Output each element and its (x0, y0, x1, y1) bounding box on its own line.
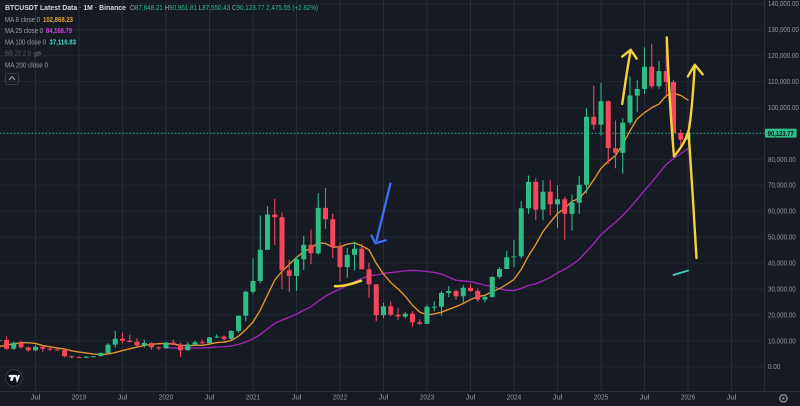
svg-text:O87,648.21 H90,961.81 L87,550.: O87,648.21 H90,961.81 L87,550.43 C90,123… (130, 3, 318, 12)
svg-text:Jul: Jul (205, 395, 215, 402)
svg-text:Jul: Jul (31, 395, 41, 402)
svg-text:2025: 2025 (594, 395, 609, 402)
svg-text:2019: 2019 (72, 395, 87, 402)
svg-text:Jul: Jul (727, 395, 737, 402)
svg-text:Jul: Jul (466, 395, 476, 402)
svg-text:102,868.23: 102,868.23 (43, 15, 73, 24)
svg-text:Jul: Jul (640, 395, 650, 402)
svg-text:84,168.79: 84,168.79 (46, 26, 72, 35)
svg-text:100,000.00: 100,000.00 (768, 105, 799, 112)
svg-text:2026: 2026 (681, 395, 696, 402)
svg-text:120,000.00: 120,000.00 (768, 53, 799, 60)
svg-text:0.00: 0.00 (768, 364, 780, 371)
svg-text:140,000.00: 140,000.00 (768, 1, 799, 8)
svg-text:MA 200 close 0: MA 200 close 0 (5, 61, 48, 70)
svg-text:110,000.00: 110,000.00 (768, 79, 799, 86)
svg-text:2021: 2021 (246, 395, 261, 402)
svg-text:80,000.00: 80,000.00 (768, 157, 796, 164)
svg-text:Jul: Jul (292, 395, 302, 402)
svg-text:10,000.00: 10,000.00 (768, 338, 796, 345)
svg-text:2020: 2020 (159, 395, 174, 402)
svg-text:Jul: Jul (118, 395, 128, 402)
svg-text:MA 100 close 0: MA 100 close 0 (5, 37, 46, 46)
svg-text:MA 8 close 0: MA 8 close 0 (5, 15, 40, 24)
svg-text:BTCUSDT Latest Data · 1M · Bin: BTCUSDT Latest Data · 1M · Binance (5, 3, 126, 12)
svg-text:BB 20 2 0: BB 20 2 0 (5, 49, 31, 58)
svg-text:90,123.77: 90,123.77 (768, 131, 794, 138)
svg-text:40,000.00: 40,000.00 (768, 261, 796, 268)
svg-text:20,000.00: 20,000.00 (768, 312, 796, 319)
svg-text:Jul: Jul (553, 395, 563, 402)
svg-text:2024: 2024 (507, 395, 522, 402)
svg-text:MA 25 close 0: MA 25 close 0 (5, 26, 43, 35)
svg-text:70,000.00: 70,000.00 (768, 183, 796, 190)
svg-text:60,000.00: 60,000.00 (768, 209, 796, 216)
svg-text:2023: 2023 (420, 395, 435, 402)
svg-text:Jul: Jul (379, 395, 389, 402)
svg-text:130,000.00: 130,000.00 (768, 27, 799, 34)
svg-text:50,000.00: 50,000.00 (768, 235, 796, 242)
svg-text:30,000.00: 30,000.00 (768, 286, 796, 293)
svg-text:37,116.83: 37,116.83 (50, 37, 77, 46)
svg-text:2022: 2022 (333, 395, 348, 402)
